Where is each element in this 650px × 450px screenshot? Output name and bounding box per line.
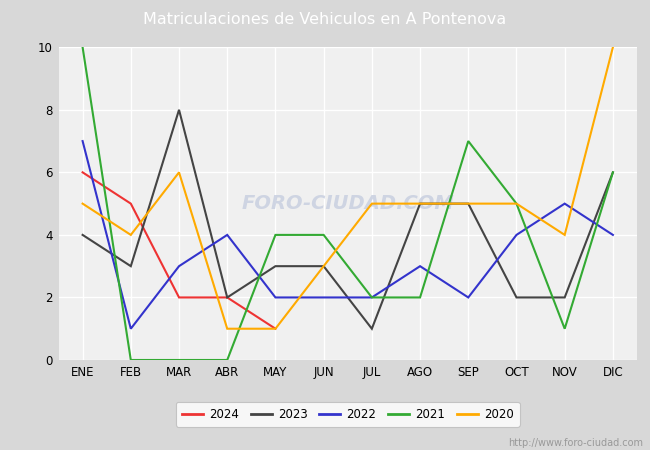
Legend: 2024, 2023, 2022, 2021, 2020: 2024, 2023, 2022, 2021, 2020	[176, 402, 520, 427]
Text: Matriculaciones de Vehiculos en A Pontenova: Matriculaciones de Vehiculos en A Ponten…	[144, 12, 506, 27]
Text: http://www.foro-ciudad.com: http://www.foro-ciudad.com	[508, 438, 644, 448]
Text: FORO-CIUDAD.COM: FORO-CIUDAD.COM	[241, 194, 454, 213]
